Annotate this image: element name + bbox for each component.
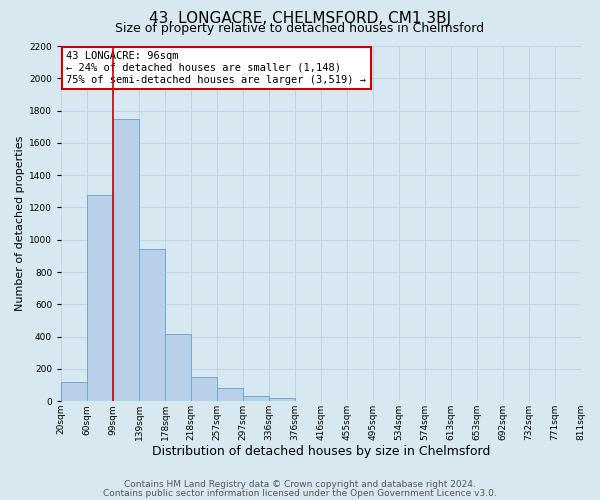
Text: 43, LONGACRE, CHELMSFORD, CM1 3BJ: 43, LONGACRE, CHELMSFORD, CM1 3BJ [149, 11, 451, 26]
Bar [269, 398, 295, 401]
Bar [165, 334, 191, 401]
Bar [139, 250, 165, 401]
Text: Contains HM Land Registry data © Crown copyright and database right 2024.: Contains HM Land Registry data © Crown c… [124, 480, 476, 489]
Bar [191, 377, 217, 401]
Y-axis label: Number of detached properties: Number of detached properties [15, 136, 25, 312]
Bar [61, 382, 87, 401]
Bar [87, 194, 113, 401]
Text: Size of property relative to detached houses in Chelmsford: Size of property relative to detached ho… [115, 22, 485, 35]
Bar [243, 396, 269, 401]
Text: Contains public sector information licensed under the Open Government Licence v3: Contains public sector information licen… [103, 489, 497, 498]
Bar [113, 118, 139, 401]
Text: 43 LONGACRE: 96sqm
← 24% of detached houses are smaller (1,148)
75% of semi-deta: 43 LONGACRE: 96sqm ← 24% of detached hou… [67, 52, 367, 84]
Bar [217, 388, 243, 401]
X-axis label: Distribution of detached houses by size in Chelmsford: Distribution of detached houses by size … [152, 444, 490, 458]
